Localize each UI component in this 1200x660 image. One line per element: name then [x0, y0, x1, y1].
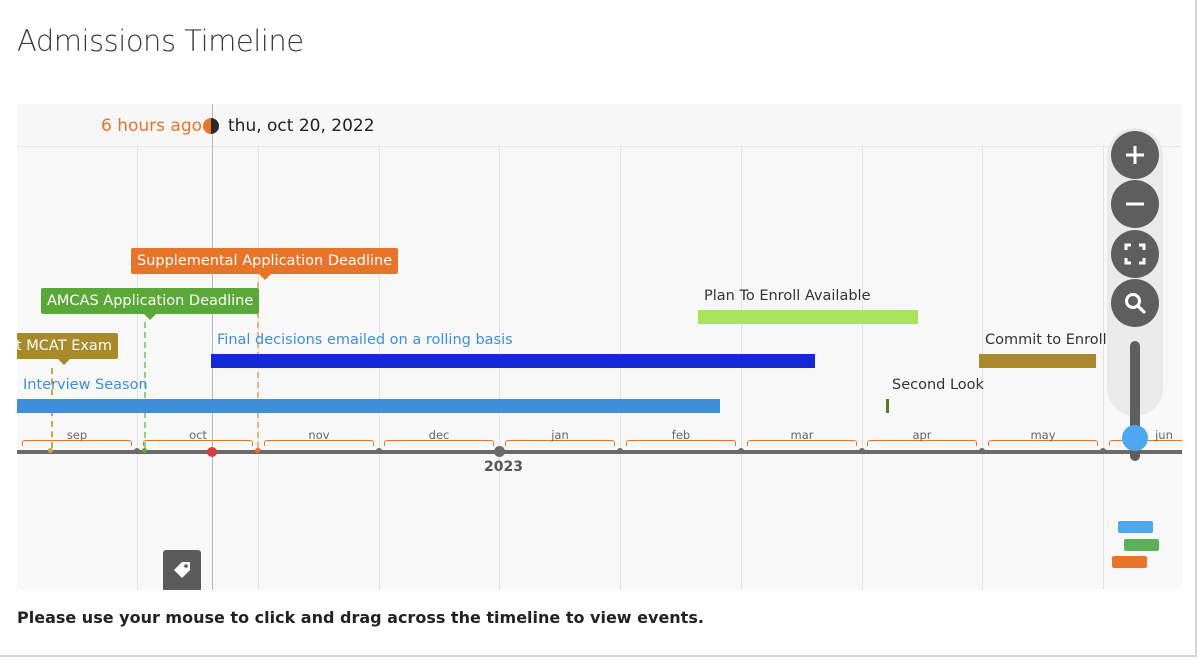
span-label-final-decisions: Final decisions emailed on a rolling bas…: [217, 332, 513, 348]
current-date-text: thu, oct 20, 2022: [228, 116, 375, 136]
tag-filter-button[interactable]: [163, 550, 201, 590]
search-icon: [1125, 293, 1146, 314]
gridline: [741, 146, 742, 590]
current-time-line: [212, 104, 213, 590]
month-label: oct: [189, 428, 207, 442]
mcat-axis-marker: [48, 448, 53, 453]
zoom-slider-track[interactable]: [1130, 341, 1140, 461]
relative-time-text: 6 hours ago: [101, 116, 203, 136]
month-bracket: [505, 440, 615, 446]
gridline: [620, 146, 621, 590]
year-marker: [494, 446, 505, 457]
span-label-second-look: Second Look: [892, 377, 984, 393]
axis-tick: [617, 448, 623, 454]
page-title: Admissions Timeline: [17, 24, 304, 58]
month-bracket: [626, 440, 736, 446]
expand-icon: [1124, 243, 1146, 265]
gridline: [499, 146, 500, 590]
minimap-chip-green: [1124, 539, 1159, 551]
zoom-slider-handle[interactable]: [1122, 425, 1148, 451]
gridline: [862, 146, 863, 590]
timeline-viewport[interactable]: 6 hours ago thu, oct 20, 2022 t MCAT Exa…: [17, 104, 1182, 590]
fit-screen-button[interactable]: [1111, 230, 1159, 278]
zoom-in-button[interactable]: [1111, 131, 1159, 179]
month-bracket: [22, 440, 132, 446]
minimap-chip-orange: [1112, 556, 1147, 568]
axis-tick: [376, 448, 382, 454]
span-plan-to-enroll[interactable]: [698, 310, 918, 324]
milestone-mcat-exam[interactable]: t MCAT Exam: [17, 333, 118, 365]
instructions-text: Please use your mouse to click and drag …: [17, 608, 704, 627]
amcas-axis-marker: [142, 448, 147, 453]
year-label: 2023: [484, 459, 523, 475]
zoom-out-button[interactable]: [1111, 180, 1159, 228]
axis-tick: [979, 448, 985, 454]
gridline: [982, 146, 983, 590]
month-label: sep: [66, 428, 88, 442]
milestone-supplemental-deadline[interactable]: Supplemental Application Deadline: [131, 248, 399, 280]
supplemental-axis-marker: [255, 448, 260, 453]
minimap-chip-blue: [1118, 521, 1153, 533]
span-label-plan-to-enroll: Plan To Enroll Available: [704, 288, 871, 304]
month-label: may: [1030, 428, 1056, 442]
month-bracket: [264, 440, 374, 446]
span-second-look[interactable]: [886, 399, 889, 413]
axis-tick: [859, 448, 865, 454]
month-label: apr: [912, 428, 932, 442]
milestone-amcas-deadline[interactable]: AMCAS Application Deadline: [41, 288, 260, 320]
tag-icon: [174, 562, 190, 578]
span-interview-season[interactable]: [17, 399, 720, 413]
axis-tick: [134, 448, 140, 454]
month-bracket: [384, 440, 494, 446]
span-final-decisions[interactable]: [211, 354, 815, 368]
gridline: [379, 146, 380, 590]
span-label-commit-to-enroll: Commit to Enroll: [985, 332, 1107, 348]
gridline: [1103, 146, 1104, 590]
axis-tick: [738, 448, 744, 454]
plus-icon: [1126, 146, 1144, 164]
gridline: [137, 146, 138, 590]
today-marker: [207, 447, 217, 457]
span-commit-to-enroll[interactable]: [979, 354, 1096, 368]
minus-icon: [1126, 202, 1144, 206]
month-label: jun: [1155, 428, 1173, 442]
amcas-connector: [144, 322, 146, 448]
month-bracket: [143, 440, 253, 446]
axis-tick: [1100, 448, 1106, 454]
current-time-indicator-icon: [203, 118, 219, 134]
month-label: jan: [551, 428, 569, 442]
timeline-axis[interactable]: [17, 450, 1182, 454]
span-label-interview-season: Interview Season: [23, 377, 148, 393]
month-label: mar: [790, 428, 814, 442]
month-label: dec: [428, 428, 450, 442]
month-bracket: [747, 440, 857, 446]
month-bracket: [988, 440, 1098, 446]
month-label: feb: [671, 428, 691, 442]
month-label: nov: [308, 428, 330, 442]
search-button[interactable]: [1111, 279, 1159, 327]
month-bracket: [867, 440, 977, 446]
